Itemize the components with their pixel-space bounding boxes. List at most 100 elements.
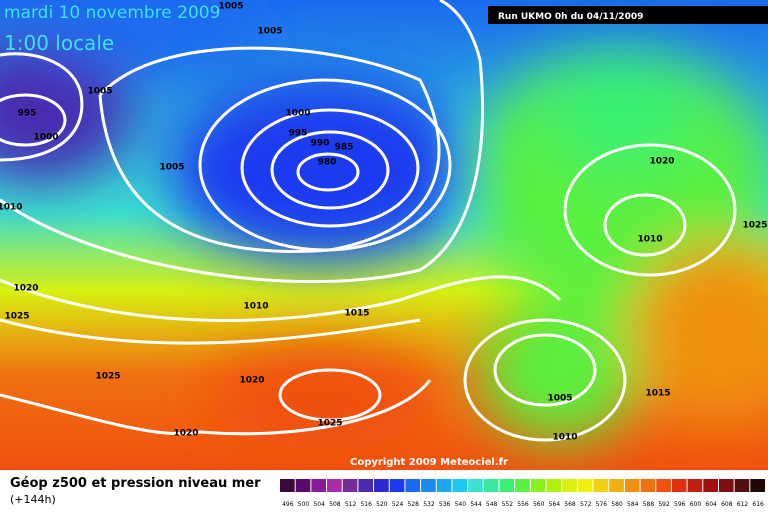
isobar-label: 1000: [33, 133, 58, 143]
legend-label: 580: [611, 501, 623, 508]
field-blobs: [0, 0, 768, 450]
run-box: [488, 6, 768, 24]
isobar-label: 1005: [159, 163, 184, 173]
legend-swatch: [656, 479, 671, 492]
legend-label: 536: [439, 501, 451, 508]
legend-swatch: [593, 479, 609, 492]
isobar-label: 1020: [649, 157, 674, 167]
isobars: [0, 0, 735, 440]
legend-label: 560: [533, 501, 545, 508]
legend-swatch: [358, 479, 374, 492]
isobar-label: 1005: [547, 394, 572, 404]
legend-label: 532: [423, 501, 435, 508]
isobar-label: 1020: [239, 376, 264, 386]
isobar-label: 1010: [637, 235, 662, 245]
legend-label: 608: [721, 501, 733, 508]
isobar-label: 1010: [552, 433, 577, 443]
legend-swatch: [671, 479, 687, 492]
legend-label: 592: [658, 501, 670, 508]
isobar-label: 1010: [0, 203, 23, 213]
isobar-label: 1015: [645, 389, 670, 399]
legend-label: 612: [737, 501, 749, 508]
legend-label: 600: [690, 501, 702, 508]
legend-swatch: [468, 479, 483, 492]
legend-swatch: [687, 479, 703, 492]
legend-swatch: [734, 479, 750, 492]
isobar-label: 1005: [87, 87, 112, 97]
isobar-label: 1025: [317, 419, 342, 429]
legend-swatch: [295, 479, 311, 492]
legend-swatch: [405, 479, 421, 492]
legend-swatch: [530, 479, 546, 492]
footer-range: (+144h): [10, 493, 56, 506]
legend-swatch: [421, 479, 436, 492]
legend-label: 524: [392, 501, 404, 508]
isobar-label: 1025: [742, 221, 767, 231]
color-legend: 496 500 504 508 512 516 520 524 528 532 536 540 544 5…: [280, 479, 765, 508]
legend-label: 584: [627, 501, 639, 508]
map-subtitle: 1:00 locale: [4, 31, 114, 55]
legend-swatch: [703, 479, 718, 492]
legend-swatch: [311, 479, 327, 492]
legend-swatch: [515, 479, 530, 492]
legend-label: 496: [282, 501, 294, 508]
legend-label: 508: [329, 501, 341, 508]
legend-label: 512: [345, 501, 357, 508]
legend-label: 604: [705, 501, 717, 508]
legend-label: 596: [674, 501, 686, 508]
legend-label: 540: [455, 501, 467, 508]
legend-label: 556: [517, 501, 529, 508]
legend-swatch: [389, 479, 405, 492]
isobar-label: 1025: [95, 372, 120, 382]
isobar-label: 1020: [13, 284, 38, 294]
legend-swatch: [452, 479, 468, 492]
legend-swatch: [342, 479, 358, 492]
legend-swatch: [577, 479, 593, 492]
legend-label: 588: [643, 501, 655, 508]
footer-title: Géop z500 et pression niveau mer: [10, 476, 261, 491]
isobar-label: 1000: [285, 109, 310, 119]
legend-label: 572: [580, 501, 592, 508]
legend-label: 520: [376, 501, 388, 508]
legend-label: 552: [502, 501, 514, 508]
isobar-label: 1015: [344, 309, 369, 319]
run-label: Run UKMO 0h du 04/11/2009: [498, 12, 643, 22]
legend-label: 544: [470, 501, 482, 508]
legend-swatch: [499, 479, 515, 492]
legend-swatch: [609, 479, 624, 492]
legend-label: 516: [360, 501, 372, 508]
legend-swatch: [750, 479, 765, 492]
legend-swatch: [640, 479, 656, 492]
copyright: Copyright 2009 Meteociel.fr: [350, 457, 508, 468]
legend-label: 504: [313, 501, 325, 508]
legend-label: 548: [486, 501, 498, 508]
isobar-label: 1005: [257, 27, 282, 37]
legend-swatch: [483, 479, 499, 492]
isobar-label: 985: [335, 143, 354, 153]
isobar-label: 995: [289, 129, 308, 139]
isobar-label: 990: [311, 139, 330, 149]
isobar-label: 995: [18, 109, 37, 119]
isobar-label: 1010: [243, 302, 268, 312]
legend-swatch: [562, 479, 577, 492]
legend-swatch: [624, 479, 640, 492]
isobar-label: 1005: [218, 2, 243, 12]
legend-swatch: [327, 479, 342, 492]
legend-label: 568: [564, 501, 576, 508]
isobar-label: 1025: [4, 312, 29, 322]
map-title: mardi 10 novembre 2009: [4, 3, 220, 23]
isobar-label: 980: [318, 158, 337, 168]
legend-label: 528: [408, 501, 420, 508]
legend-swatch: [280, 479, 295, 492]
isobar-labels: 1005 1005 1005 995 1000 1000 995 990 985…: [0, 2, 768, 443]
legend-label: 576: [596, 501, 608, 508]
legend-label: 500: [298, 501, 310, 508]
legend-swatch: [718, 479, 734, 492]
legend-swatch: [546, 479, 562, 492]
legend-label: 564: [549, 501, 561, 508]
legend-label: 616: [752, 501, 764, 508]
legend-swatch: [374, 479, 389, 492]
legend-swatch: [436, 479, 452, 492]
